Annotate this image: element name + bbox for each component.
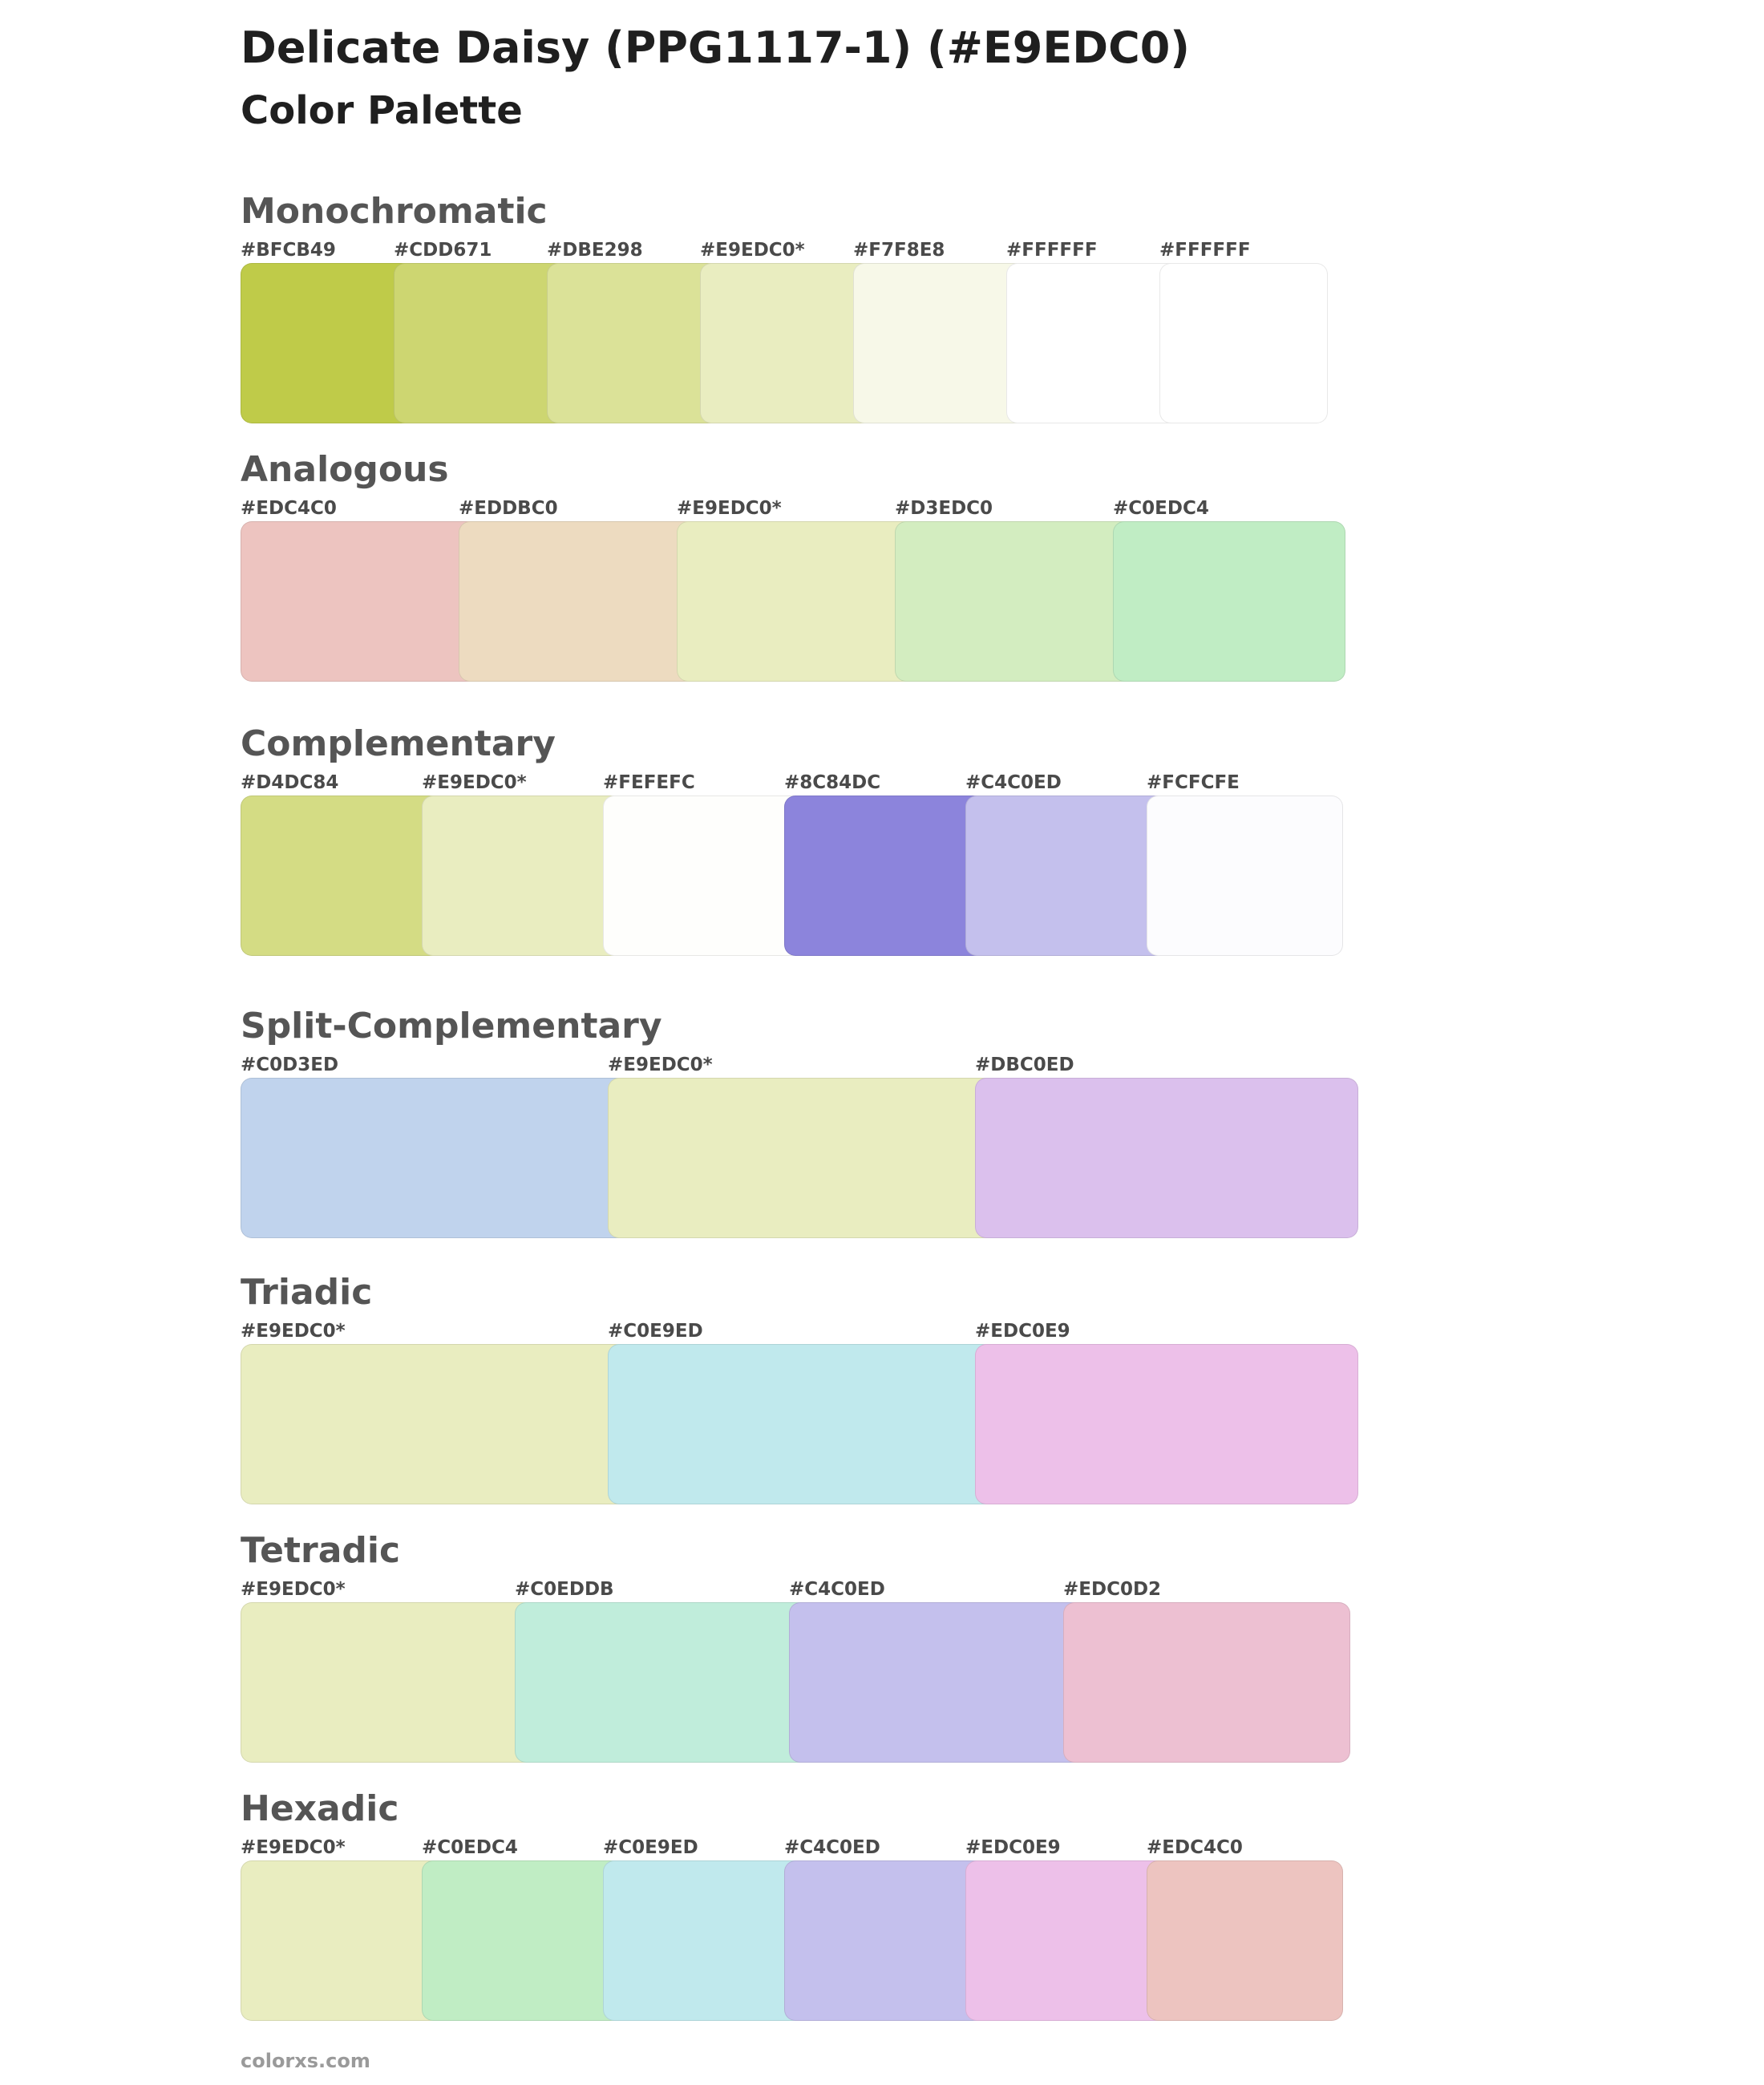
swatch-hex-label: #DBC0ED	[975, 1055, 1074, 1075]
page-title: Delicate Daisy (PPG1117-1) (#E9EDC0)	[241, 22, 1190, 73]
swatch-hex-label: #D3EDC0	[895, 498, 993, 519]
color-swatch[interactable]	[241, 1344, 624, 1504]
color-swatch[interactable]	[394, 263, 562, 423]
swatch-hex-label: #C0EDC4	[1113, 498, 1209, 519]
color-swatch[interactable]	[1147, 796, 1343, 956]
color-swatch[interactable]	[241, 796, 437, 956]
color-swatch[interactable]	[1159, 263, 1328, 423]
color-swatch[interactable]	[853, 263, 1022, 423]
swatch-hex-label: #C4C0ED	[965, 772, 1062, 793]
swatch-hex-label: #E9EDC0*	[422, 772, 527, 793]
section-title: Tetradic	[241, 1530, 401, 1571]
swatch-hex-label: #FCFCFE	[1147, 772, 1240, 793]
color-swatch[interactable]	[1006, 263, 1175, 423]
section-title: Triadic	[241, 1272, 373, 1313]
color-swatch[interactable]	[459, 521, 691, 682]
color-swatch[interactable]	[975, 1078, 1358, 1238]
swatch-hex-label: #E9EDC0*	[241, 1321, 346, 1342]
swatch-hex-label: #E9EDC0*	[241, 1579, 346, 1600]
swatch-hex-label: #FFFFFF	[1159, 240, 1251, 261]
color-swatch[interactable]	[700, 263, 868, 423]
color-swatch[interactable]	[422, 1860, 618, 2021]
swatch-hex-label: #C0E9ED	[603, 1837, 698, 1858]
swatch-hex-label: #E9EDC0*	[608, 1055, 713, 1075]
color-swatch[interactable]	[1113, 521, 1345, 682]
color-swatch[interactable]	[241, 1602, 528, 1763]
swatch-hex-label: #C0D3ED	[241, 1055, 339, 1075]
swatch-hex-label: #D4DC84	[241, 772, 339, 793]
swatch-hex-label: #EDC0E9	[975, 1321, 1070, 1342]
swatch-hex-label: #F7F8E8	[853, 240, 945, 261]
color-swatch[interactable]	[603, 796, 799, 956]
swatch-hex-label: #C0E9ED	[608, 1321, 703, 1342]
color-swatch[interactable]	[789, 1602, 1076, 1763]
swatch-hex-label: #EDC4C0	[1147, 1837, 1243, 1858]
swatch-hex-label: #E9EDC0*	[241, 1837, 346, 1858]
color-swatch[interactable]	[677, 521, 909, 682]
swatch-hex-label: #FFFFFF	[1006, 240, 1098, 261]
swatch-hex-label: #EDC0D2	[1063, 1579, 1162, 1600]
swatch-hex-label: #EDC4C0	[241, 498, 337, 519]
color-swatch[interactable]	[784, 796, 981, 956]
swatch-hex-label: #BFCB49	[241, 240, 336, 261]
swatch-hex-label: #C4C0ED	[789, 1579, 885, 1600]
color-swatch[interactable]	[608, 1078, 991, 1238]
swatch-hex-label: #C4C0ED	[784, 1837, 880, 1858]
color-swatch[interactable]	[603, 1860, 799, 2021]
color-swatch[interactable]	[547, 263, 715, 423]
site-footer[interactable]: colorxs.com	[241, 2050, 370, 2072]
swatch-hex-label: #DBE298	[547, 240, 643, 261]
section-title: Hexadic	[241, 1788, 399, 1829]
swatch-hex-label: #8C84DC	[784, 772, 881, 793]
swatch-hex-label: #FEFEFC	[603, 772, 695, 793]
color-swatch[interactable]	[241, 521, 473, 682]
swatch-hex-label: #E9EDC0*	[677, 498, 782, 519]
swatch-hex-label: #C0EDC4	[422, 1837, 518, 1858]
color-swatch[interactable]	[241, 263, 409, 423]
color-swatch[interactable]	[241, 1078, 624, 1238]
section-title: Split-Complementary	[241, 1006, 662, 1047]
section-title: Complementary	[241, 723, 556, 764]
page-subtitle: Color Palette	[241, 88, 523, 133]
color-swatch[interactable]	[241, 1860, 437, 2021]
color-swatch[interactable]	[895, 521, 1127, 682]
color-swatch[interactable]	[965, 1860, 1162, 2021]
color-swatch[interactable]	[1147, 1860, 1343, 2021]
swatch-hex-label: #C0EDDB	[515, 1579, 614, 1600]
color-swatch[interactable]	[1063, 1602, 1350, 1763]
swatch-hex-label: #EDDBC0	[459, 498, 558, 519]
color-swatch[interactable]	[965, 796, 1162, 956]
color-swatch[interactable]	[784, 1860, 981, 2021]
section-title: Monochromatic	[241, 191, 548, 232]
swatch-hex-label: #CDD671	[394, 240, 492, 261]
swatch-hex-label: #E9EDC0*	[700, 240, 805, 261]
color-swatch[interactable]	[608, 1344, 991, 1504]
color-swatch[interactable]	[975, 1344, 1358, 1504]
color-swatch[interactable]	[422, 796, 618, 956]
color-swatch[interactable]	[515, 1602, 802, 1763]
swatch-hex-label: #EDC0E9	[965, 1837, 1061, 1858]
section-title: Analogous	[241, 449, 449, 490]
